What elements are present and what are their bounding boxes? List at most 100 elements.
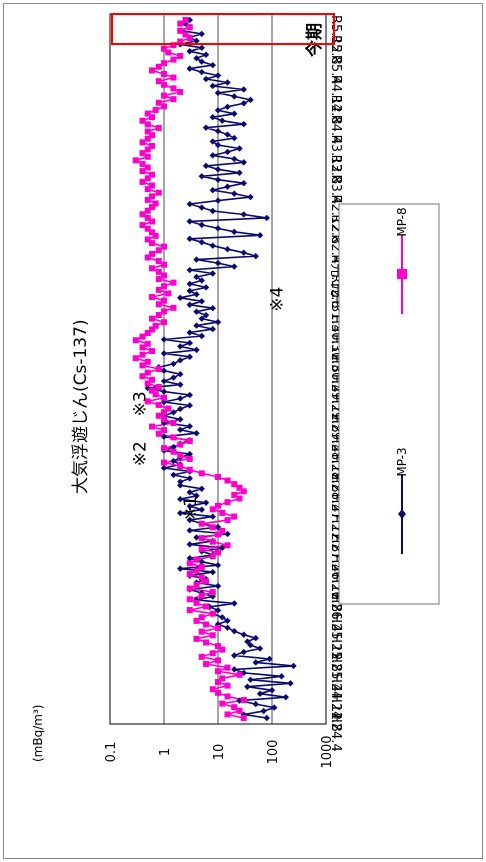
x-tick-label: H25.8 — [328, 633, 343, 672]
data-point-mp-8 — [155, 430, 162, 437]
data-point-mp-3 — [214, 225, 222, 232]
data-point-mp-8 — [139, 211, 146, 218]
data-point-mp-3 — [186, 200, 193, 208]
data-point-mp-3 — [209, 270, 216, 277]
data-point-mp-3 — [231, 190, 238, 197]
data-point-mp-8 — [186, 596, 193, 603]
data-point-mp-3 — [240, 120, 247, 128]
data-point-mp-3 — [263, 214, 270, 222]
data-point-mp-8 — [144, 186, 151, 193]
data-point-mp-8 — [193, 635, 200, 642]
data-point-mp-3 — [198, 332, 205, 340]
data-point-mp-3 — [231, 666, 238, 673]
data-point-mp-8 — [240, 697, 247, 704]
data-point-mp-3 — [209, 152, 216, 159]
data-point-mp-3 — [256, 232, 264, 239]
data-point-mp-8 — [149, 132, 156, 139]
data-point-mp-8 — [152, 106, 159, 113]
data-point-mp-3 — [186, 301, 193, 308]
data-point-mp-3 — [247, 96, 254, 104]
data-point-mp-3 — [256, 645, 264, 652]
data-point-mp-8 — [161, 45, 167, 52]
data-point-mp-3 — [209, 138, 216, 145]
data-point-mp-8 — [161, 319, 167, 326]
data-point-mp-3 — [186, 555, 193, 562]
data-point-mp-8 — [139, 168, 146, 175]
data-point-mp-3 — [186, 475, 193, 482]
data-point-mp-3 — [247, 676, 254, 684]
data-point-mp-8 — [224, 711, 231, 718]
data-point-mp-3 — [186, 391, 193, 399]
x-tick-label: H24.4 — [328, 713, 343, 752]
data-point-mp-8 — [186, 24, 193, 31]
data-point-mp-8 — [149, 326, 156, 333]
data-point-mp-3 — [214, 107, 222, 114]
data-point-mp-8 — [215, 473, 221, 480]
data-point-mp-8 — [170, 74, 177, 81]
data-point-mp-3 — [170, 409, 177, 416]
data-point-mp-8 — [170, 434, 177, 441]
data-point-mp-3 — [224, 131, 231, 138]
legend-mp3-label: MP-3 — [395, 447, 409, 476]
data-point-mp-3 — [224, 245, 231, 253]
data-point-mp-8 — [209, 589, 216, 596]
data-point-mp-3 — [193, 37, 200, 45]
data-point-mp-8 — [219, 646, 226, 653]
data-point-mp-8 — [219, 527, 226, 534]
data-point-mp-3 — [198, 30, 205, 38]
data-point-mp-8 — [170, 85, 177, 92]
data-point-mp-3 — [244, 638, 251, 645]
data-point-mp-3 — [198, 221, 205, 229]
data-point-mp-3 — [160, 388, 168, 395]
data-point-mp-3 — [240, 711, 247, 718]
data-point-mp-3 — [193, 492, 200, 499]
data-point-mp-3 — [231, 263, 238, 270]
data-point-mp-3 — [193, 256, 200, 263]
data-point-mp-3 — [177, 395, 184, 402]
data-point-mp-8 — [215, 625, 221, 632]
data-point-mp-8 — [149, 348, 156, 355]
data-point-mp-3 — [214, 259, 222, 267]
data-point-mp-3 — [177, 371, 184, 378]
data-point-mp-3 — [240, 159, 247, 166]
data-point-mp-3 — [247, 193, 254, 201]
data-point-mp-8 — [170, 448, 177, 455]
chart-svg: 1000 100 10 1 0.1 H24.4H24.8H24.12H25.4H25.8… — [31, 13, 440, 769]
data-point-mp-8 — [155, 276, 162, 283]
data-point-mp-3 — [214, 72, 222, 79]
data-point-mp-8 — [149, 218, 156, 225]
data-point-mp-3 — [198, 315, 205, 322]
data-point-mp-8 — [144, 164, 151, 171]
data-point-mp-8 — [240, 488, 247, 495]
data-point-mp-3 — [198, 68, 205, 76]
data-point-mp-3 — [160, 398, 168, 406]
data-point-mp-8 — [224, 477, 231, 484]
data-point-mp-3 — [252, 252, 259, 260]
data-point-mp-3 — [282, 693, 289, 701]
data-point-mp-3 — [193, 430, 200, 437]
y-tick-label: 1000 — [320, 735, 335, 768]
data-point-mp-8 — [215, 502, 221, 509]
data-point-mp-3 — [224, 183, 231, 190]
data-point-mp-3 — [224, 530, 231, 538]
data-point-mp-8 — [209, 524, 216, 531]
x-tick-label: R5.12 — [328, 15, 343, 53]
data-point-mp-8 — [139, 150, 146, 157]
data-point-mp-3 — [198, 485, 205, 493]
data-point-mp-8 — [152, 391, 159, 398]
data-point-mp-3 — [224, 103, 231, 111]
data-point-mp-3 — [287, 680, 294, 687]
data-point-mp-8 — [193, 599, 200, 606]
data-point-mp-8 — [144, 153, 151, 160]
data-point-mp-3 — [177, 496, 184, 503]
data-point-mp-8 — [177, 38, 184, 45]
data-point-mp-8 — [198, 574, 205, 581]
data-point-mp-3 — [160, 433, 168, 440]
data-point-mp-3 — [236, 169, 243, 176]
data-point-mp-3 — [160, 412, 168, 420]
annotation: ※3 — [130, 391, 150, 416]
data-point-mp-3 — [231, 652, 238, 659]
data-point-mp-8 — [149, 250, 156, 257]
y-tick-label: 0.1 — [104, 742, 119, 763]
data-point-mp-8 — [170, 42, 177, 49]
